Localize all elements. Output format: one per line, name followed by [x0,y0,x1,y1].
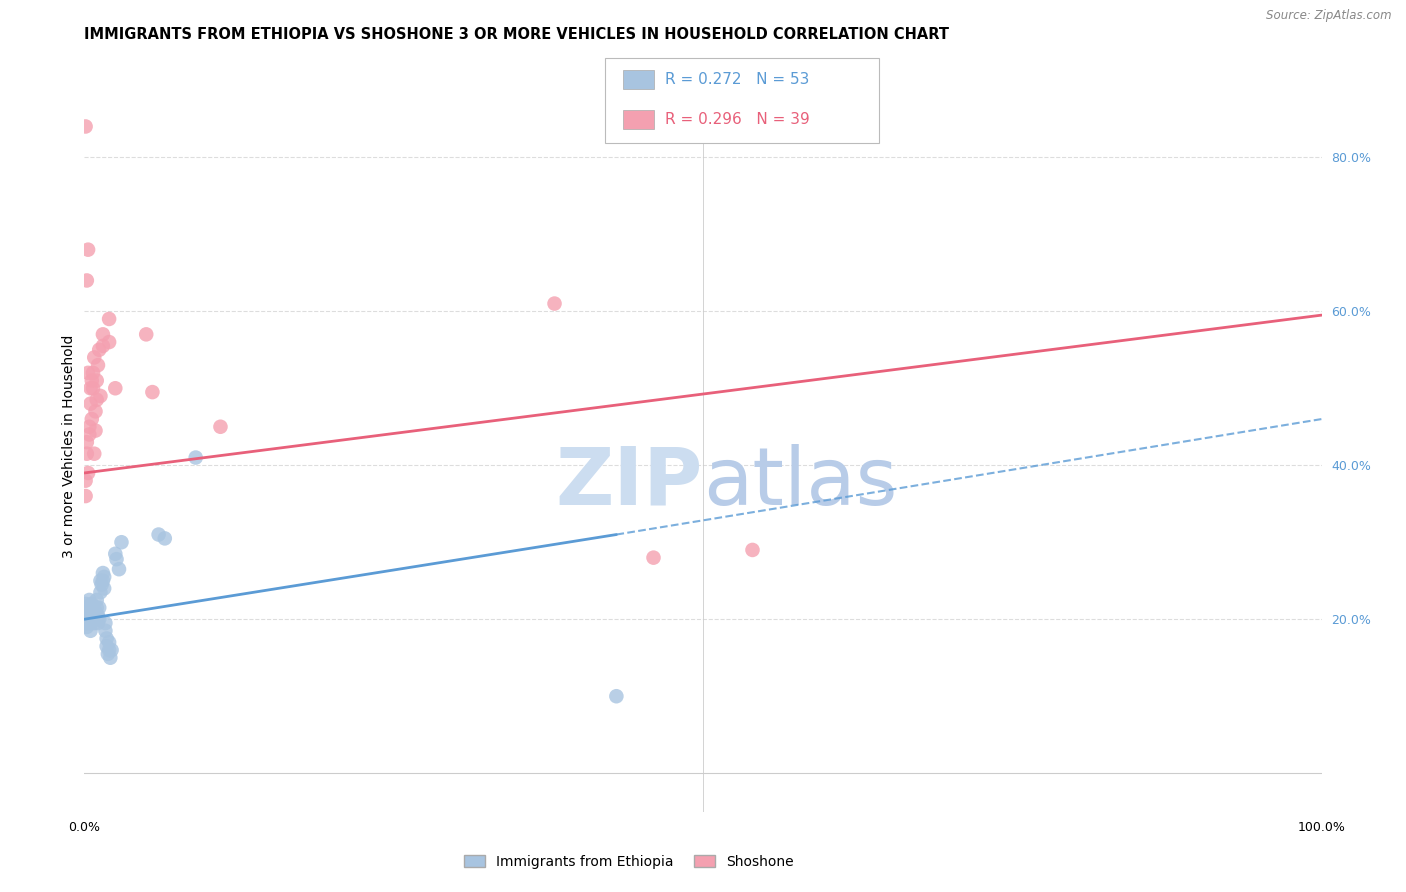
Point [86,374,108,388]
Point [98,650,121,665]
Point [110,535,132,549]
Point [80,412,103,426]
Point [77,466,100,480]
Point [86,593,108,607]
Point [87,616,110,631]
Point [89,574,111,588]
Point [91,327,114,342]
Point [643,550,665,565]
Point [75,597,97,611]
Point [80,597,103,611]
Point [75,600,97,615]
Point [104,381,127,395]
Point [80,605,103,619]
Point [79,616,101,631]
Point [79,616,101,631]
Text: Source: ZipAtlas.com: Source: ZipAtlas.com [1267,9,1392,22]
Point [89,389,111,403]
Point [80,612,103,626]
Point [96,632,118,646]
Point [76,620,98,634]
Point [98,643,121,657]
Point [82,381,104,395]
Point [84,404,107,418]
Point [77,608,100,623]
Point [79,624,101,638]
Point [77,366,100,380]
Point [87,358,110,372]
Y-axis label: 3 or more Vehicles in Household: 3 or more Vehicles in Household [62,334,76,558]
Point [79,397,101,411]
Point [77,600,100,615]
Point [98,635,121,649]
Text: atlas: atlas [703,443,897,522]
Point [605,690,627,704]
Point [76,616,98,631]
Point [184,450,207,465]
Point [148,527,170,541]
Text: R = 0.296   N = 39: R = 0.296 N = 39 [665,112,810,127]
Point [94,624,117,638]
Point [141,385,163,400]
Point [86,600,108,615]
Point [82,600,104,615]
Point [153,532,176,546]
Point [89,612,111,626]
Point [75,489,97,503]
Point [83,608,105,623]
Point [89,600,111,615]
Point [741,543,763,558]
Point [93,582,115,596]
Point [87,608,110,623]
Point [79,419,101,434]
Point [105,552,128,566]
Point [84,424,107,438]
Point [91,566,114,580]
Point [97,647,120,661]
Point [209,419,232,434]
Point [94,616,117,631]
Point [84,612,107,626]
Point [76,273,98,287]
Point [79,612,101,626]
Point [75,120,97,134]
Text: IMMIGRANTS FROM ETHIOPIA VS SHOSHONE 3 OR MORE VEHICLES IN HOUSEHOLD CORRELATION: IMMIGRANTS FROM ETHIOPIA VS SHOSHONE 3 O… [84,27,949,42]
Point [75,474,97,488]
Point [79,381,101,395]
Point [79,593,101,607]
Point [76,447,98,461]
Point [91,339,114,353]
Point [98,312,121,326]
Point [135,327,157,342]
Point [75,612,97,626]
Legend: Immigrants from Ethiopia, Shoshone: Immigrants from Ethiopia, Shoshone [458,849,799,874]
Point [79,608,101,623]
Point [83,351,105,365]
Point [83,447,105,461]
Point [84,605,107,619]
Point [89,343,111,357]
Point [90,577,112,591]
Point [76,605,98,619]
Point [79,427,101,442]
Point [543,296,565,310]
Point [76,435,98,450]
Point [80,374,103,388]
Point [96,639,118,653]
Point [83,616,105,631]
Point [100,643,122,657]
Point [86,392,108,407]
Point [82,366,104,380]
Point [93,570,115,584]
Point [89,585,111,599]
Point [91,574,114,588]
Point [104,547,127,561]
Point [108,562,131,576]
Text: R = 0.272   N = 53: R = 0.272 N = 53 [665,72,810,87]
Text: ZIP: ZIP [555,443,703,522]
Point [98,334,121,349]
Point [82,612,104,626]
Point [77,243,100,257]
